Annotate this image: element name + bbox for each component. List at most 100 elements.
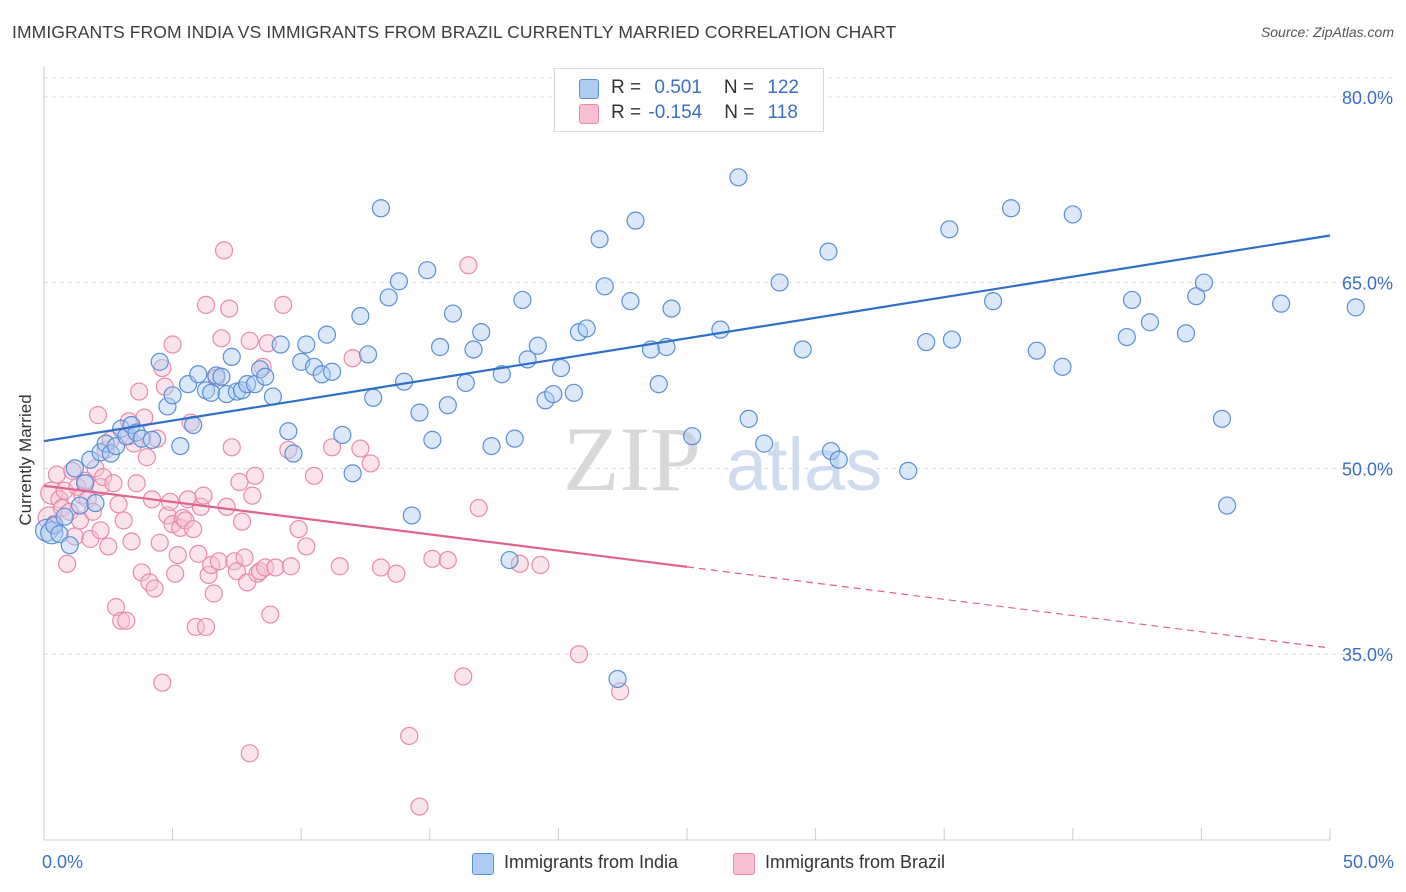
india-point [505, 429, 524, 448]
india-point [50, 524, 69, 544]
brazil-point [204, 584, 223, 603]
india-swatch [579, 79, 599, 99]
india-point [443, 304, 463, 323]
brazil-point [88, 406, 108, 425]
brazil-point [214, 241, 234, 260]
india-point [163, 386, 182, 405]
india-n-value: 122 [767, 77, 799, 98]
india-point [256, 367, 275, 386]
india-legend-swatch [472, 853, 494, 875]
stats-legend: R = 0.501 N = 122 R = -0.154 N = 118 [554, 68, 824, 132]
brazil-point [130, 382, 149, 401]
india-point [899, 461, 918, 480]
brazil-point [400, 726, 419, 746]
india-point [729, 168, 748, 187]
brazil-point [70, 511, 90, 530]
india-point [238, 375, 257, 394]
india-point [829, 450, 848, 469]
legend-brazil-text: R = -0.154 N = 118 [611, 102, 798, 124]
brazil-point [387, 564, 406, 583]
chart-source: Source: ZipAtlas.com [1260, 24, 1394, 40]
brazil-point [189, 544, 208, 563]
india-point [492, 365, 511, 384]
brazil-point [65, 527, 84, 546]
india-point [150, 352, 169, 371]
india-point [333, 425, 352, 445]
india-point [711, 320, 730, 339]
india-point [86, 493, 105, 513]
brazil-legend-label: Immigrants from Brazil [765, 852, 946, 872]
brazil-point [184, 519, 203, 539]
india-point [158, 397, 177, 416]
india-point [212, 367, 231, 386]
brazil-point [212, 329, 231, 348]
india-point [418, 261, 437, 280]
brazil-point [256, 558, 275, 577]
brazil-point [145, 579, 164, 598]
brazil-point [112, 611, 131, 630]
brazil-point [132, 563, 151, 582]
brazil-point [297, 537, 316, 556]
brazil-point [510, 554, 529, 573]
india-point [222, 347, 241, 367]
brazil-point [304, 466, 324, 485]
india-point [60, 536, 79, 555]
brazil-point [106, 598, 126, 617]
chart-title: IMMIGRANTS FROM INDIA VS IMMIGRANTS FROM… [12, 22, 897, 42]
watermark-zip: ZIP [563, 408, 701, 510]
brazil-point [196, 617, 216, 637]
india-point [940, 220, 959, 239]
brazil-point [122, 532, 141, 551]
brazil-point [173, 508, 192, 528]
india-point [649, 375, 668, 394]
brazil-point [243, 486, 262, 505]
india-point [1194, 273, 1214, 292]
brazil-point [222, 438, 241, 457]
india-point [430, 337, 450, 357]
brazil-point [230, 472, 249, 492]
india-n-label: N = [723, 77, 760, 98]
y-axis-title: Currently Married [16, 394, 35, 526]
india-point [1346, 298, 1365, 317]
india-point [189, 365, 208, 384]
brazil-point [454, 667, 473, 686]
brazil-point [91, 521, 110, 540]
india-point [297, 335, 316, 354]
brazil-point [150, 533, 169, 552]
india-point [513, 290, 532, 310]
india-point [464, 340, 483, 359]
india-point [590, 230, 609, 249]
india-point [551, 358, 571, 378]
brazil-swatch [579, 104, 599, 124]
brazil-point [351, 439, 370, 458]
india-point [1176, 324, 1196, 343]
brazil-point [343, 349, 362, 368]
brazil-point [569, 645, 589, 664]
india-point [755, 434, 774, 453]
india-point [983, 292, 1003, 311]
brazil-point [117, 611, 136, 630]
brazil-point [99, 537, 118, 556]
brazil-point [261, 605, 280, 624]
brazil-point [220, 299, 239, 318]
india-point [564, 383, 583, 402]
india-point [1053, 357, 1072, 376]
india-point [438, 396, 457, 415]
india-point [739, 409, 758, 428]
brazil-point [47, 465, 66, 484]
india-trend-line [43, 234, 1331, 443]
india-point [1218, 496, 1237, 515]
brazil-point [469, 498, 488, 518]
brazil-point [289, 519, 308, 539]
india-point [389, 272, 409, 291]
brazil-point [371, 558, 391, 577]
india-point [1187, 287, 1206, 306]
brazil-point [266, 558, 285, 577]
brazil-point [258, 334, 277, 353]
india-point [500, 550, 519, 570]
y-tick-label: 80.0% [1342, 88, 1393, 108]
india-point [371, 199, 391, 218]
brazil-point [58, 554, 77, 573]
axes [43, 66, 1331, 841]
india-point [379, 288, 398, 307]
